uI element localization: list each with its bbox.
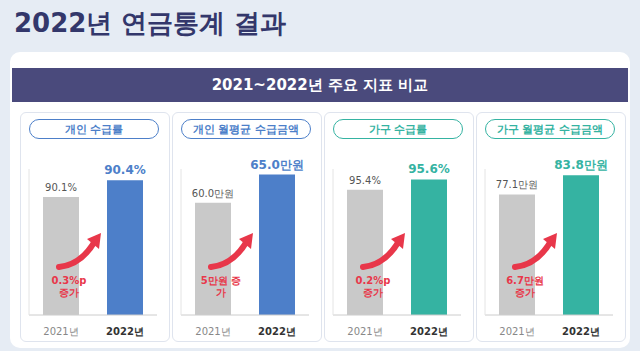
svg-text:90.1%: 90.1%: [45, 182, 77, 193]
svg-text:2022년: 2022년: [258, 326, 296, 337]
html-text:개인 수급률: 개인 수급률: [64, 122, 124, 136]
svg-text:95.6%: 95.6%: [408, 162, 450, 176]
svg-text:2021년: 2021년: [43, 326, 78, 337]
html-text:0.3%p 증가: 0.3%p 증가: [51, 275, 87, 298]
svg-text:2022년: 2022년: [410, 326, 448, 337]
svg-text:95.4%: 95.4%: [349, 175, 381, 186]
html-text:2022년 연금통계 결과: 2022년 연금통계 결과: [14, 8, 287, 38]
svg-text:2021년: 2021년: [347, 326, 382, 337]
svg-text:90.4%: 90.4%: [104, 163, 146, 177]
svg-text:2022년: 2022년: [562, 326, 600, 337]
html-text:가구 월평균 수급금액: 가구 월평균 수급금액: [496, 122, 604, 136]
svg-text:2021년: 2021년: [499, 326, 534, 337]
html-text:개인 월평균 수급금액: 개인 월평균 수급금액: [192, 122, 300, 136]
html-text:가구 수급률: 가구 수급률: [368, 122, 428, 136]
svg-text:2021년: 2021년: [195, 326, 230, 337]
html-text:6.7만원 증가: 6.7만원 증가: [506, 275, 544, 298]
html-text:5만원 증가: 5만원 증가: [200, 275, 242, 298]
svg-text:2022년: 2022년: [106, 326, 144, 337]
svg-text:65.0만원: 65.0만원: [250, 158, 304, 172]
html-text:2021~2022년 주요 지표 비교: 2021~2022년 주요 지표 비교: [211, 75, 429, 94]
html-text:0.2%p 증가: 0.2%p 증가: [355, 275, 391, 298]
svg-text:60.0만원: 60.0만원: [192, 188, 234, 199]
svg-text:77.1만원: 77.1만원: [496, 179, 538, 190]
svg-text:83.8만원: 83.8만원: [554, 158, 608, 172]
